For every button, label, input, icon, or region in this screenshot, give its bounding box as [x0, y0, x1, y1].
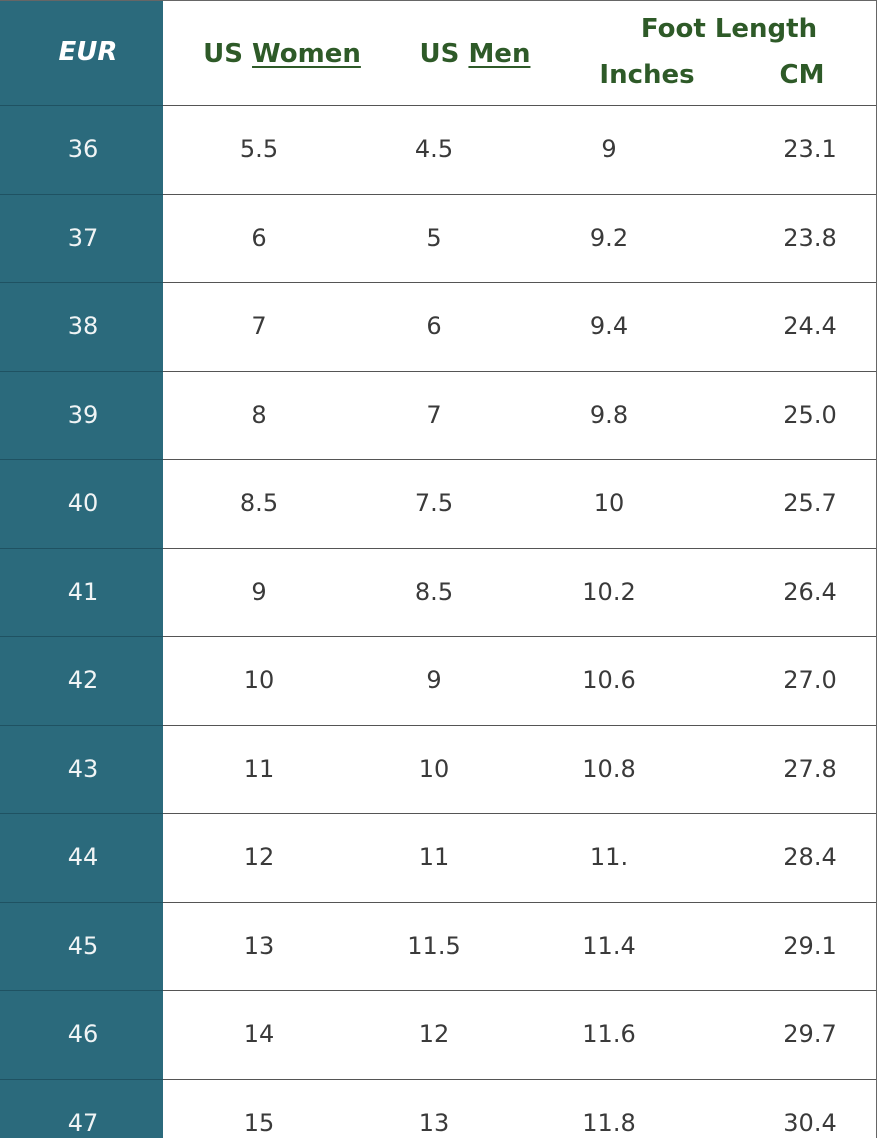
us-men-cell: 8.5: [414, 577, 454, 606]
us: US: [419, 39, 460, 69]
foot-length-header: Foot Length: [640, 14, 818, 44]
inches-cell: 9.2: [589, 223, 629, 252]
inches-cell: 11.6: [582, 1020, 636, 1049]
eur-divider: [0, 901, 163, 903]
us-men-cell: 7: [426, 400, 442, 429]
eur-divider: [0, 990, 163, 991]
us-men-cell: 13: [418, 1108, 450, 1137]
eur-cell: 41: [67, 577, 99, 606]
us-women-cell: 8.5: [239, 489, 279, 518]
row-divider: [163, 282, 876, 283]
women: Women: [252, 39, 361, 69]
cm-cell: 27.8: [783, 754, 837, 783]
eur-cell: 39: [67, 400, 99, 429]
row-divider: [163, 105, 876, 106]
eur-divider: [0, 459, 163, 460]
eur-cell: 42: [67, 666, 99, 695]
eur-divider: [0, 547, 163, 549]
inches-cell: 9.8: [589, 400, 629, 429]
row-divider: [163, 193, 876, 195]
us-men-cell: 7.5: [414, 489, 454, 518]
inches-header: Inches: [599, 60, 695, 90]
eur-cell: 44: [67, 843, 99, 872]
row-divider: [163, 370, 876, 372]
us-women-header: US Women: [203, 39, 361, 69]
us-women-cell: 15: [243, 1108, 275, 1137]
us-men-cell: 10: [418, 754, 450, 783]
inches-cell: 11.4: [582, 931, 636, 960]
cm-cell: 28.4: [783, 843, 837, 872]
cm-cell: 23.1: [783, 135, 837, 164]
us-women-cell: 6: [251, 223, 267, 252]
us-men-cell: 12: [418, 1020, 450, 1049]
eur-cell: 47: [67, 1108, 99, 1137]
row-divider: [163, 547, 876, 549]
eur-divider: [0, 370, 163, 372]
cm-cell: 26.4: [783, 577, 837, 606]
row-divider: [163, 459, 876, 460]
inches-cell: 10: [593, 489, 625, 518]
us-women-cell: 14: [243, 1020, 275, 1049]
cm-cell: 24.4: [783, 312, 837, 341]
row-divider: [163, 1078, 876, 1080]
eur-cell: 37: [67, 223, 99, 252]
us-women-cell: 7: [251, 312, 267, 341]
us-women-cell: 9: [251, 577, 267, 606]
us-women-cell: 11: [243, 754, 275, 783]
eur-divider: [0, 105, 163, 106]
row-divider: [163, 901, 876, 903]
cm-cell: 23.8: [783, 223, 837, 252]
us-men-cell: 9: [426, 666, 442, 695]
eur-divider: [0, 1078, 163, 1080]
us-women-cell: 8: [251, 400, 267, 429]
cm-cell: 30.4: [783, 1108, 837, 1137]
us-men-cell: 6: [426, 312, 442, 341]
us-men-header: US Men: [420, 39, 531, 69]
inches-cell: 11.8: [582, 1108, 636, 1137]
row-divider: [163, 636, 876, 637]
men: Men: [468, 39, 531, 69]
us-men-cell: 5: [426, 223, 442, 252]
cm-cell: 29.7: [783, 1020, 837, 1049]
eur-divider: [0, 724, 163, 726]
eur-divider: [0, 636, 163, 637]
eur-cell: 38: [67, 312, 99, 341]
eur-header: EUR: [58, 37, 118, 67]
cm-header: CM: [779, 60, 825, 90]
inches-cell: 9.4: [589, 312, 629, 341]
us-women-cell: 13: [243, 931, 275, 960]
cm-cell: 27.0: [783, 666, 837, 695]
eur-divider: [0, 813, 163, 814]
us-men-cell: 4.5: [414, 135, 454, 164]
us-women-cell: 12: [243, 843, 275, 872]
cm-cell: 25.0: [783, 400, 837, 429]
us-men-cell: 11: [418, 843, 450, 872]
inches-cell: 11.: [589, 843, 629, 872]
inches-cell: 10.6: [582, 666, 636, 695]
eur-cell: 45: [67, 931, 99, 960]
eur-cell: 43: [67, 754, 99, 783]
eur-cell: 36: [67, 135, 99, 164]
eur-column: [0, 0, 163, 1138]
us-women-cell: 5.5: [239, 135, 279, 164]
eur-divider: [0, 193, 163, 195]
row-divider: [163, 813, 876, 814]
us-women-cell: 10: [243, 666, 275, 695]
eur-cell: 40: [67, 489, 99, 518]
inches-cell: 10.2: [582, 577, 636, 606]
cm-cell: 25.7: [783, 489, 837, 518]
cm-cell: 29.1: [783, 931, 837, 960]
row-divider: [163, 724, 876, 726]
inches-cell: 9: [601, 135, 617, 164]
us-men-cell: 11.5: [407, 931, 461, 960]
inches-cell: 10.8: [582, 754, 636, 783]
eur-cell: 46: [67, 1020, 99, 1049]
row-divider: [163, 990, 876, 991]
us: US: [203, 39, 243, 69]
eur-divider: [0, 282, 163, 283]
